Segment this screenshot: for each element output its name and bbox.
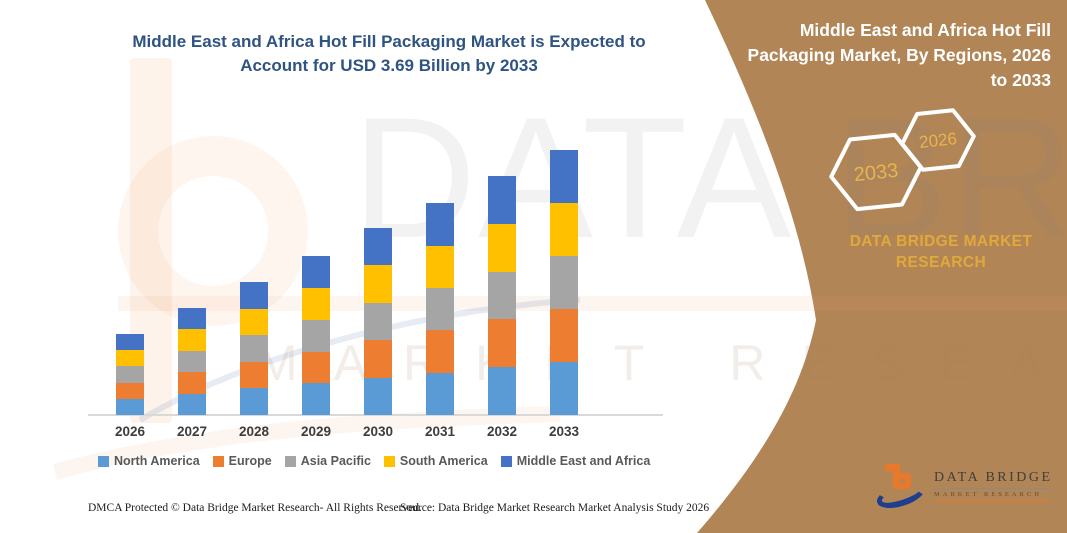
legend-label-europe: Europe	[228, 454, 272, 468]
logo-name: DATA BRIDGE	[934, 470, 1053, 485]
bar-segment-south-america-2028	[240, 308, 268, 336]
x-axis-label-2030: 2030	[362, 424, 394, 439]
bar-segment-middle-east-and-africa-2027	[178, 308, 206, 330]
bar-segment-europe-2026	[116, 382, 144, 399]
x-axis-label-2032: 2032	[486, 424, 518, 439]
x-axis-label-2026: 2026	[114, 424, 146, 439]
logo-swoosh-icon	[873, 476, 929, 514]
legend-item-north-america: North America	[98, 454, 200, 468]
bar-segment-middle-east-and-africa-2028	[240, 282, 268, 309]
x-axis-label-2028: 2028	[238, 424, 270, 439]
bar-segment-europe-2032	[488, 319, 516, 368]
bar-segment-europe-2031	[426, 330, 454, 373]
bar-segment-europe-2030	[364, 340, 392, 378]
chart-title: Middle East and Africa Hot Fill Packagin…	[132, 32, 646, 75]
bar-segment-middle-east-and-africa-2032	[488, 175, 516, 224]
bar-segment-middle-east-and-africa-2031	[426, 203, 454, 246]
bar-segment-asia-pacific-2028	[240, 335, 268, 362]
bar-segment-north-america-2027	[178, 393, 206, 415]
x-axis-line	[88, 414, 663, 416]
legend-swatch-south-america	[383, 455, 395, 467]
logo-underline	[934, 500, 1050, 501]
bar-segment-middle-east-and-africa-2030	[364, 227, 392, 266]
logo-tagline: MARKET RESEARCH	[934, 491, 1042, 498]
bar-segment-middle-east-and-africa-2033	[550, 150, 578, 204]
logo-b-icon	[893, 473, 911, 489]
bar-segment-south-america-2026	[116, 350, 144, 367]
hexagon-2026: 2026	[900, 108, 976, 172]
bar-segment-asia-pacific-2030	[364, 302, 392, 341]
footer-dmca-text: DMCA Protected © Data Bridge Market Rese…	[88, 502, 422, 514]
hexagon-2033: 2033	[829, 132, 923, 212]
bar-segment-europe-2033	[550, 309, 578, 362]
brand-wordmark: DATA BRIDGE MARKET RESEARCH	[849, 233, 1033, 271]
legend-item-middle-east-and-africa: Middle East and Africa	[500, 454, 651, 468]
hexagon-year-back: 2033	[853, 160, 900, 187]
hexagon-year-front: 2026	[918, 129, 958, 152]
bar-segment-north-america-2031	[426, 372, 454, 415]
legend-item-europe: Europe	[212, 454, 272, 468]
x-axis-label-2027: 2027	[176, 424, 208, 439]
bar-segment-north-america-2030	[364, 377, 392, 415]
bar-segment-north-america-2032	[488, 367, 516, 415]
legend-label-south-america: South America	[399, 454, 488, 468]
legend: North America Europe Asia Pacific South Ame…	[98, 454, 650, 468]
bar-segment-asia-pacific-2033	[550, 256, 578, 310]
bar-segment-north-america-2033	[550, 362, 578, 415]
legend-swatch-north-america	[98, 455, 109, 467]
legend-item-south-america: South America	[383, 454, 488, 468]
right-panel-shape	[697, 0, 1067, 533]
x-axis-label-2031: 2031	[424, 424, 456, 439]
bar-segment-south-america-2027	[178, 329, 206, 351]
legend-label-north-america: North America	[114, 454, 200, 468]
bar-segment-south-america-2029	[302, 288, 330, 320]
legend-swatch-europe	[212, 455, 224, 467]
x-axis-label-2033: 2033	[548, 424, 580, 439]
data-bridge-logo: DATA BRIDGE MARKET RESEARCH	[872, 458, 1054, 520]
bar-segment-europe-2029	[302, 351, 330, 384]
footer-source-text: Source: Data Bridge Market Research Mark…	[400, 502, 710, 514]
legend-swatch-middle-east-and-africa	[500, 455, 512, 467]
bar-segment-south-america-2032	[488, 223, 516, 272]
bar-segment-north-america-2028	[240, 388, 268, 415]
bar-segment-north-america-2029	[302, 383, 330, 415]
bar-segment-asia-pacific-2027	[178, 350, 206, 373]
bar-segment-europe-2027	[178, 372, 206, 394]
bar-segment-south-america-2030	[364, 265, 392, 303]
legend-label-asia-pacific: Asia Pacific	[300, 454, 371, 468]
bar-segment-middle-east-and-africa-2026	[116, 333, 144, 351]
bar-segment-middle-east-and-africa-2029	[302, 256, 330, 289]
logo-text-block: DATA BRIDGE MARKET RESEARCH	[934, 470, 1050, 501]
logo-b-icon	[885, 464, 895, 471]
bar-segment-asia-pacific-2026	[116, 366, 144, 383]
bar-segment-south-america-2033	[550, 203, 578, 257]
panel-heading: Middle East and Africa Hot Fill Packagin…	[747, 20, 1051, 90]
bar-segment-asia-pacific-2031	[426, 287, 454, 331]
legend-label-middle-east-and-africa: Middle East and Africa	[516, 454, 651, 468]
logo-divider	[934, 488, 1050, 489]
bar-segment-south-america-2031	[426, 245, 454, 288]
legend-item-asia-pacific: Asia Pacific	[284, 454, 371, 468]
hexagon-graphic: 2033 2026	[829, 108, 976, 212]
bar-segment-europe-2028	[240, 361, 268, 389]
bar-segment-asia-pacific-2029	[302, 319, 330, 352]
bar-segment-north-america-2026	[116, 398, 144, 415]
legend-swatch-asia-pacific	[284, 455, 296, 467]
bar-segment-asia-pacific-2032	[488, 271, 516, 320]
x-axis-label-2029: 2029	[300, 424, 332, 439]
